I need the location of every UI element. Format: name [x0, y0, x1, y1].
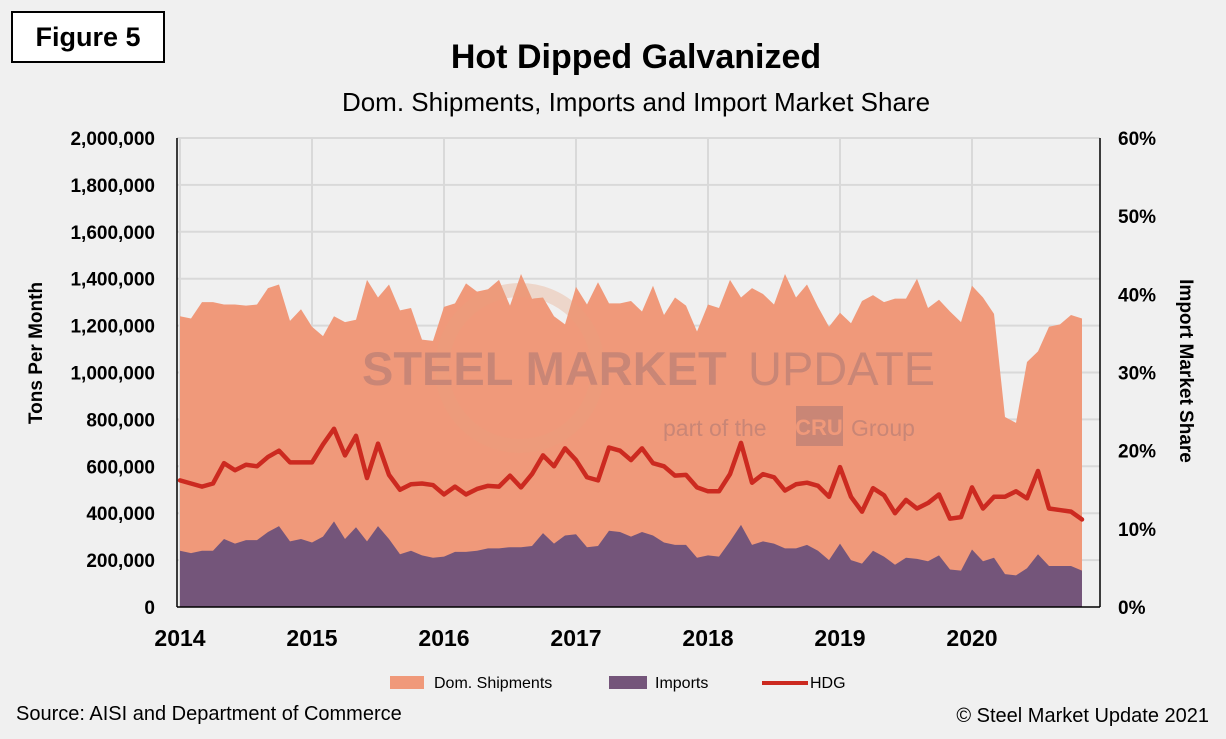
y-tick-label: 0	[144, 598, 155, 619]
y-tick-label: 2,000,000	[70, 129, 155, 150]
figure-label: Figure 5	[11, 11, 165, 63]
y2-tick-label: 30%	[1118, 364, 1156, 385]
y2-axis-title: Import Market Share	[1175, 279, 1196, 463]
x-tick-label: 2016	[418, 625, 469, 651]
y-tick-label: 800,000	[86, 410, 155, 431]
watermark-cru-badge	[796, 406, 843, 446]
y-tick-label: 1,400,000	[70, 270, 155, 291]
series-line-hdg	[177, 426, 1085, 522]
watermark-logo-ring	[435, 283, 605, 453]
y2-tick-label: 0%	[1118, 598, 1146, 619]
x-tick-label: 2015	[286, 625, 337, 651]
watermark-cru-text: CRU	[795, 415, 843, 440]
y-tick-label: 1,600,000	[70, 223, 155, 244]
y2-tick-label: 50%	[1118, 207, 1156, 228]
y2-tick-label: 60%	[1118, 129, 1156, 150]
source-note: Source: AISI and Department of Commerce	[16, 703, 402, 725]
legend-label-dom-shipments: Dom. Shipments	[434, 675, 552, 692]
y-tick-label: 1,800,000	[70, 176, 155, 197]
series-area-dom-shipments	[180, 274, 1082, 607]
chart-title: Hot Dipped Galvanized	[450, 38, 822, 76]
legend-swatch-imports	[609, 676, 647, 689]
y-tick-label: 1,200,000	[70, 317, 155, 338]
y2-tick-label: 20%	[1118, 442, 1156, 463]
x-tick-label: 2018	[682, 625, 733, 651]
y-tick-label: 200,000	[86, 551, 155, 572]
plot-areas	[180, 274, 1082, 607]
watermark-part-of: part of the	[663, 415, 767, 441]
legend-label-imports: Imports	[655, 675, 708, 692]
watermark-group: Group	[851, 415, 915, 441]
plot-lines	[177, 426, 1085, 522]
y2-tick-label: 40%	[1118, 285, 1156, 306]
legend-swatch-dom-shipments	[390, 676, 424, 689]
copyright-note: © Steel Market Update 2021	[956, 705, 1209, 727]
x-tick-label: 2014	[154, 625, 205, 651]
watermark-text-bold: STEEL MARKET	[362, 342, 727, 395]
steel-market-update-watermark: STEEL MARKET UPDATE part of the CRU Grou…	[362, 283, 935, 453]
x-tick-label: 2019	[814, 625, 865, 651]
x-tick-label: 2017	[550, 625, 601, 651]
y2-tick-label: 10%	[1118, 520, 1156, 541]
series-area-imports	[180, 521, 1082, 607]
y-tick-label: 600,000	[86, 457, 155, 478]
tick-labels: 0 200,000 400,000 600,000 800,000 1,000,000 1,…	[70, 129, 1156, 651]
watermark-text-light: UPDATE	[748, 342, 935, 395]
y-axis-title: Tons Per Month	[26, 282, 47, 424]
y-tick-label: 1,000,000	[70, 364, 155, 385]
y-tick-label: 400,000	[86, 504, 155, 525]
axes	[176, 138, 1101, 608]
chart-subtitle: Dom. Shipments, Imports and Import Marke…	[341, 87, 931, 117]
x-tick-label: 2020	[946, 625, 997, 651]
legend: Dom. Shipments Imports HDG	[390, 675, 846, 692]
legend-label-hdg: HDG	[810, 675, 846, 692]
